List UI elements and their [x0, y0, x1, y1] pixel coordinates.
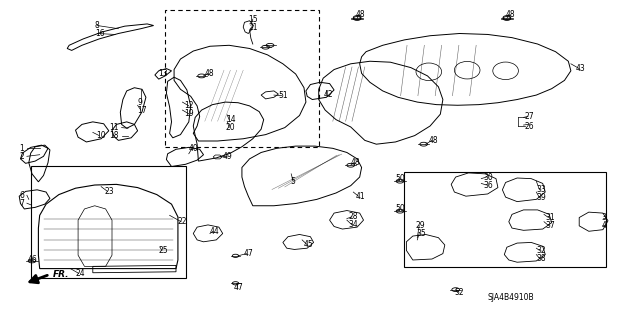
Text: 39: 39 — [536, 193, 546, 202]
Text: 44: 44 — [210, 227, 220, 236]
Text: 46: 46 — [28, 256, 37, 264]
Text: 9: 9 — [138, 98, 143, 107]
Text: 48: 48 — [205, 69, 214, 78]
Text: 8: 8 — [95, 21, 99, 30]
Bar — [404, 172, 606, 267]
Text: 13: 13 — [158, 69, 168, 78]
Text: 2: 2 — [20, 152, 24, 161]
Text: SJA4B4910B: SJA4B4910B — [488, 293, 534, 302]
Text: 17: 17 — [138, 106, 147, 115]
Text: 16: 16 — [95, 29, 104, 38]
Text: 21: 21 — [248, 23, 258, 32]
Text: 5: 5 — [290, 177, 295, 186]
Text: 35: 35 — [416, 229, 426, 238]
Text: 26: 26 — [525, 122, 534, 130]
Text: 38: 38 — [536, 254, 546, 263]
Bar — [165, 10, 319, 147]
Text: 34: 34 — [349, 220, 358, 229]
Text: 11: 11 — [109, 123, 118, 132]
Text: 20: 20 — [226, 123, 236, 132]
Text: 3: 3 — [602, 213, 607, 222]
Text: 45: 45 — [304, 240, 314, 249]
Text: 50: 50 — [396, 204, 405, 213]
Text: 49: 49 — [223, 152, 232, 161]
Text: 37: 37 — [545, 221, 555, 230]
Text: 51: 51 — [278, 91, 288, 100]
Text: 48: 48 — [506, 10, 515, 19]
Bar — [31, 166, 186, 278]
Text: 18: 18 — [109, 131, 118, 140]
Text: 30: 30 — [483, 173, 493, 182]
Text: 4: 4 — [602, 221, 607, 230]
Text: 33: 33 — [536, 185, 546, 194]
Text: 48: 48 — [355, 10, 365, 19]
Text: 48: 48 — [429, 136, 438, 145]
Text: 22: 22 — [178, 217, 188, 226]
Text: 1: 1 — [20, 144, 24, 153]
Text: 47: 47 — [234, 283, 243, 292]
Text: 19: 19 — [184, 109, 194, 118]
Text: 43: 43 — [576, 64, 586, 73]
Text: 52: 52 — [454, 288, 464, 297]
Text: 14: 14 — [226, 115, 236, 124]
Text: 42: 42 — [323, 90, 333, 99]
Text: 29: 29 — [416, 221, 426, 230]
Text: 41: 41 — [355, 192, 365, 201]
Text: 32: 32 — [536, 246, 546, 255]
Text: 25: 25 — [159, 246, 168, 255]
Text: 6: 6 — [19, 191, 24, 200]
Text: 12: 12 — [184, 101, 194, 110]
Text: 48: 48 — [351, 158, 360, 167]
Text: 36: 36 — [483, 181, 493, 189]
Text: 23: 23 — [104, 187, 114, 196]
Text: 24: 24 — [76, 269, 85, 278]
Text: FR.: FR. — [52, 270, 69, 279]
Text: 27: 27 — [525, 112, 534, 121]
Text: 40: 40 — [189, 144, 198, 153]
Text: 10: 10 — [96, 131, 106, 140]
Text: 50: 50 — [396, 174, 405, 183]
Text: 47: 47 — [243, 249, 253, 258]
Text: 31: 31 — [545, 213, 555, 222]
Text: 15: 15 — [248, 15, 258, 24]
Text: 28: 28 — [349, 212, 358, 221]
Text: 7: 7 — [19, 199, 24, 208]
